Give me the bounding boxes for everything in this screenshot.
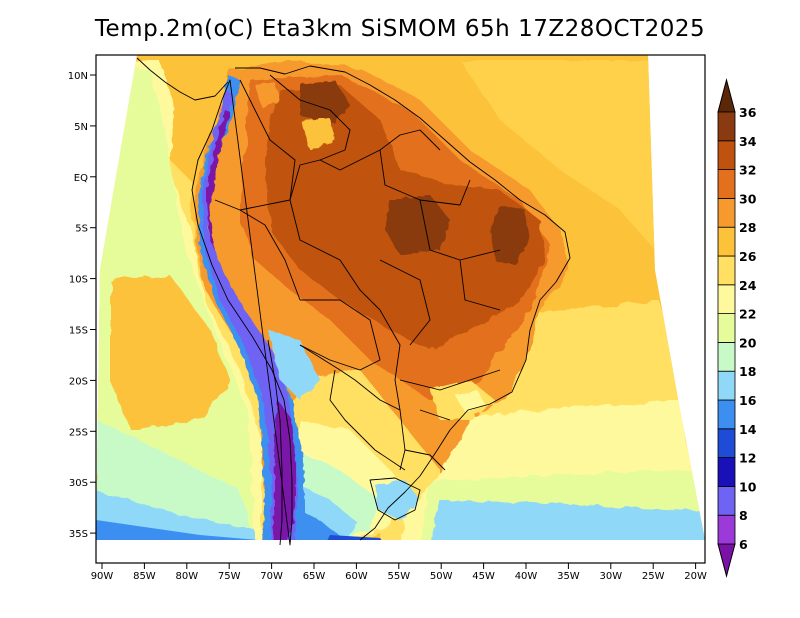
states-north	[379, 149, 501, 346]
colorbar-segment	[717, 284, 736, 314]
colorbar-level-label: 34	[739, 134, 757, 149]
andes-6	[272, 400, 296, 540]
colorbar-level-label: 22	[739, 307, 756, 322]
lat-tick-label: 20S	[69, 376, 88, 387]
central-america	[136, 57, 229, 101]
colorbar-segment	[717, 140, 736, 171]
lat-tick-label: 5S	[75, 224, 88, 235]
lon-tick-label: 45W	[472, 571, 495, 582]
colorbar-level-label: 16	[739, 393, 757, 408]
colorbar-segment	[717, 197, 736, 228]
chile-border	[267, 339, 283, 546]
colorbar-level-label: 24	[739, 278, 757, 293]
colorbar: 6 8 10 12 14 16 18 20 22 24 26 28 30 32 34 36	[717, 78, 757, 578]
pacific-16	[96, 520, 258, 540]
lon-tick-label: 75W	[218, 571, 241, 582]
chart-title: Temp.2m(oC) Eta3km SiSMOM 65h 17Z28OCT20…	[94, 16, 706, 42]
colorbar-level-label: 12	[739, 451, 756, 466]
colorbar-bottom-arrow	[717, 543, 736, 578]
lon-tick-label: 90W	[91, 571, 114, 582]
lon-tick-label: 30W	[599, 571, 622, 582]
lon-tick-label: 25W	[642, 571, 665, 582]
colorbar-segment	[717, 370, 736, 401]
lon-tick-label: 65W	[303, 571, 326, 582]
colorbar-segment	[717, 255, 736, 286]
lat-tick-label: 5N	[74, 122, 88, 133]
colorbar-segment	[717, 341, 736, 372]
atlantic-north-band	[460, 60, 655, 250]
lat-tick-label: EQ	[74, 173, 88, 184]
colorbar-level-label: 26	[739, 249, 757, 264]
colorbar-segment	[717, 514, 736, 545]
colorbar-segment	[717, 169, 736, 199]
states-south	[399, 369, 501, 471]
lat-tick-label: 30S	[69, 478, 88, 489]
se-brazil-24	[455, 390, 485, 412]
colorbar-segment	[717, 313, 736, 343]
colorbar-segment	[717, 485, 736, 516]
colorbar-level-label: 14	[739, 422, 757, 437]
colombia-border	[239, 79, 296, 211]
continent-36-central	[385, 195, 450, 255]
borders	[136, 57, 571, 546]
lon-tick-label: 70W	[260, 571, 283, 582]
colorbar-level-label: 8	[739, 508, 748, 523]
lon-tick-label: 20W	[684, 571, 707, 582]
colorbar-level-label: 36	[739, 105, 757, 120]
colorbar-segment	[717, 111, 736, 142]
longitude-axis: 90W 85W 80W 75W 70W 65W 60W 55W 50W 45W 40W 35W 30W 2…	[91, 563, 707, 582]
coastline	[191, 65, 571, 546]
colorbar-level-label: 28	[739, 220, 756, 235]
lat-tick-label: 10S	[69, 275, 88, 286]
colorbar-level-label: 30	[739, 191, 757, 206]
andes-north-6	[206, 110, 230, 250]
andes-10	[202, 90, 298, 540]
lon-tick-label: 35W	[557, 571, 580, 582]
colorbar-level-label: 20	[739, 335, 757, 350]
lon-tick-label: 80W	[175, 571, 198, 582]
colorbar-level-label: 10	[739, 479, 757, 494]
lon-tick-label: 50W	[430, 571, 453, 582]
lon-tick-label: 60W	[345, 571, 368, 582]
colombia-30	[255, 82, 280, 108]
brazil-border	[289, 129, 441, 471]
lat-tick-label: 10N	[68, 71, 88, 82]
south-14	[325, 535, 385, 540]
guiana-28	[300, 118, 335, 150]
lat-tick-label: 15S	[69, 326, 88, 337]
argentina-border	[299, 344, 406, 471]
uruguay-border	[369, 477, 421, 521]
latitude-axis: 10N 5N EQ 5S 10S 15S 20S 25S 30S 35S	[68, 71, 96, 540]
colorbar-level-label: 6	[739, 537, 748, 552]
lat-tick-label: 25S	[69, 427, 88, 438]
colorbar-segment	[717, 399, 736, 430]
south-12	[338, 540, 372, 545]
south-atlantic-18	[430, 500, 705, 540]
map-frame	[95, 54, 706, 564]
peru-border	[214, 199, 301, 301]
temperature-field	[96, 55, 705, 545]
lon-tick-label: 85W	[133, 571, 156, 582]
lon-tick-label: 55W	[387, 571, 410, 582]
continent-36-north	[300, 80, 350, 125]
colorbar-segment	[717, 428, 736, 458]
colorbar-segment	[717, 226, 736, 257]
altiplano-18	[268, 330, 320, 400]
venezuela-border	[269, 74, 351, 161]
colorbar-level-label: 32	[739, 163, 756, 178]
bolivia-border	[299, 299, 381, 371]
lat-tick-label: 35S	[69, 529, 88, 540]
colorbar-level-label: 18	[739, 364, 756, 379]
colorbar-segment	[717, 457, 736, 487]
lon-tick-label: 40W	[515, 571, 538, 582]
colorbar-top-arrow	[717, 78, 736, 113]
pacific-28-pool	[110, 275, 230, 430]
